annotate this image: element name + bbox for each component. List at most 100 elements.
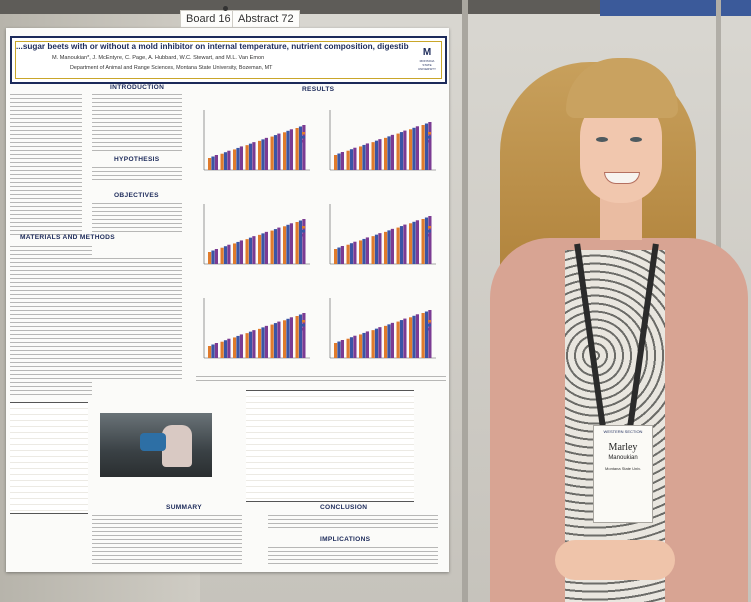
conclusion-text xyxy=(268,515,438,529)
chart-bar xyxy=(289,129,293,170)
logo-text: MONTANA STATE UNIVERSITY xyxy=(417,59,436,71)
chart-bar xyxy=(424,123,429,170)
chart-bar xyxy=(286,318,290,358)
chart-bar xyxy=(424,217,429,264)
chart-bar xyxy=(399,132,404,170)
chart-bar xyxy=(365,237,369,264)
chart-bar xyxy=(424,311,429,358)
legend-swatch xyxy=(302,132,305,135)
chart-bar xyxy=(211,156,215,170)
chart-bar xyxy=(337,247,341,264)
chart-bar xyxy=(239,240,243,264)
chart-bar xyxy=(286,224,290,264)
chart-bar xyxy=(421,125,425,170)
chart-bar xyxy=(340,152,344,170)
chart-bar xyxy=(390,228,394,264)
results-chart-6 xyxy=(329,298,436,359)
chart-bar xyxy=(233,337,237,358)
chart-bar xyxy=(337,341,341,358)
section-heading-materials: MATERIALS AND METHODS xyxy=(20,234,115,241)
legend-swatch xyxy=(302,320,305,323)
chart-bar xyxy=(286,130,290,170)
chart-bar xyxy=(396,321,400,358)
chart-bar xyxy=(346,244,350,264)
push-pin xyxy=(223,6,228,11)
chart-bar xyxy=(208,346,212,358)
chart-bar xyxy=(390,322,394,358)
chart-bar xyxy=(378,139,382,170)
person-hands xyxy=(555,540,675,580)
chart-bar xyxy=(289,317,293,358)
chart-bar xyxy=(227,338,231,358)
chart-bar xyxy=(214,155,218,170)
chart-bar xyxy=(374,140,379,170)
chart-bar xyxy=(258,234,262,264)
chart-bar xyxy=(415,314,419,358)
chart-bar xyxy=(214,249,218,264)
chart-bar xyxy=(396,227,400,264)
board-panel-edge xyxy=(462,0,468,602)
chart-bar xyxy=(412,127,416,170)
chart-bar xyxy=(334,155,338,170)
chart-bar xyxy=(208,252,212,264)
chart-bar xyxy=(362,332,366,358)
chart-bar xyxy=(421,219,425,264)
chart-bar xyxy=(403,130,407,170)
implications-text xyxy=(268,547,438,567)
chart-bar xyxy=(340,340,344,358)
summary-text xyxy=(92,515,242,565)
chart-bar xyxy=(409,129,413,170)
chart-bar xyxy=(252,142,256,170)
chart-bar xyxy=(349,243,354,264)
chart-bar xyxy=(298,220,303,264)
chart-bar xyxy=(362,144,366,170)
chart-bar xyxy=(236,335,240,358)
chart-bar xyxy=(211,250,215,264)
intro-text xyxy=(92,94,182,152)
legend-swatch xyxy=(428,230,431,233)
chart-bar xyxy=(273,229,278,264)
legend-swatch xyxy=(428,234,431,237)
chart-bar xyxy=(245,333,249,358)
chart-bar xyxy=(365,143,369,170)
board-number-tag: Board 16 xyxy=(180,10,237,28)
section-heading-results: RESULTS xyxy=(302,86,335,93)
chart-bar xyxy=(208,158,212,170)
chart-bar xyxy=(302,125,306,170)
chart-bar xyxy=(248,143,253,170)
chart-bar xyxy=(252,330,256,358)
chart-bar xyxy=(245,145,249,170)
chart-bar xyxy=(295,316,299,358)
abstract-number-tag: Abstract 72 xyxy=(232,10,300,28)
chart-bar xyxy=(415,126,419,170)
chart-bar xyxy=(211,344,215,358)
figure-caption-text xyxy=(196,376,446,384)
chart-bar xyxy=(346,150,350,170)
chart-bar xyxy=(283,226,287,264)
chart-bar xyxy=(353,147,357,170)
chart-bar xyxy=(283,320,287,358)
chart-bar xyxy=(409,223,413,264)
legend-swatch xyxy=(302,234,305,237)
legend-swatch xyxy=(428,132,431,135)
results-chart-2 xyxy=(329,110,436,171)
chart-bar xyxy=(365,331,369,358)
poster-department: Department of Animal and Range Sciences,… xyxy=(70,65,273,71)
legend-swatch xyxy=(302,140,305,143)
legend-swatch xyxy=(428,324,431,327)
section-heading-implications: IMPLICATIONS xyxy=(320,536,371,543)
cattle-photo xyxy=(100,413,212,477)
chart-bar xyxy=(283,132,287,170)
chart-bar xyxy=(349,149,354,170)
chart-bar xyxy=(387,136,391,170)
chart-bar xyxy=(248,331,253,358)
chart-bar xyxy=(378,327,382,358)
blue-banner-strip xyxy=(600,0,751,16)
chart-bar xyxy=(245,239,249,264)
chart-bar xyxy=(270,324,274,358)
chart-bar xyxy=(359,240,363,264)
section-heading-hypothesis: HYPOTHESIS xyxy=(114,156,160,163)
results-chart-4 xyxy=(329,204,436,265)
university-logo: M MONTANA STATE UNIVERSITY xyxy=(415,47,439,71)
chart-bar xyxy=(273,323,278,358)
